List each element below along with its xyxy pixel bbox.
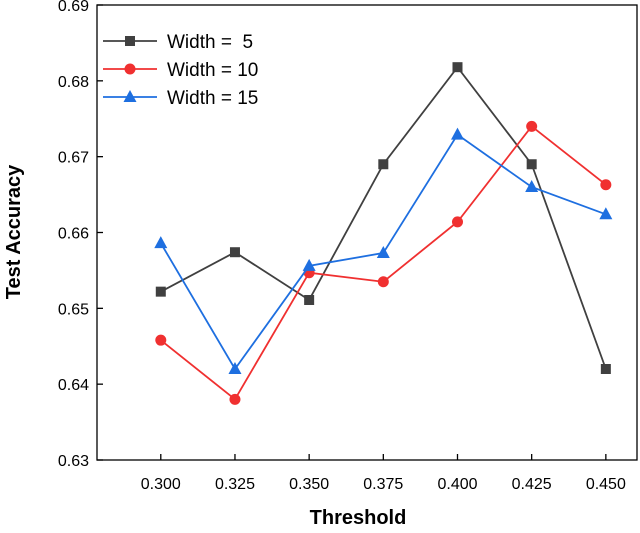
data-point: [376, 245, 390, 258]
data-point: [525, 180, 539, 192]
x-tick-label: 0.325: [215, 476, 255, 493]
data-point: [155, 286, 166, 297]
series-3: [154, 127, 613, 374]
y-tick-label: 0.68: [58, 74, 89, 91]
data-point: [229, 247, 240, 258]
data-point: [526, 120, 538, 132]
data-point: [155, 334, 167, 346]
data-point: [228, 362, 242, 374]
x-tick-label: 0.425: [512, 476, 552, 493]
y-tick-label: 0.69: [58, 0, 89, 15]
legend-label: Width = 10: [167, 60, 258, 81]
legend-label: Width = 5: [167, 32, 253, 53]
data-point: [526, 159, 537, 170]
legend-item: Width = 5: [103, 32, 253, 53]
legend-marker: [125, 36, 135, 46]
data-point: [452, 62, 463, 73]
y-tick-label: 0.67: [58, 150, 89, 167]
data-point: [451, 216, 463, 228]
y-axis-title: Test Accuracy: [3, 164, 25, 299]
x-axis-title: Threshold: [310, 507, 407, 528]
series-line: [160, 65, 607, 370]
data-point: [229, 393, 241, 405]
data-point: [154, 236, 168, 249]
legend-item: Width = 10: [103, 60, 258, 81]
series-1: [155, 62, 611, 374]
x-tick-label: 0.300: [141, 476, 181, 493]
y-tick-label: 0.63: [58, 453, 89, 470]
data-point: [302, 258, 316, 271]
y-tick-label: 0.66: [58, 226, 89, 243]
data-point: [377, 276, 389, 288]
y-tick-label: 0.65: [58, 301, 89, 318]
data-point: [600, 364, 611, 374]
data-point: [450, 127, 464, 140]
x-tick-label: 0.375: [363, 476, 403, 493]
y-tick-label: 0.64: [58, 377, 89, 394]
series-2: [155, 120, 612, 405]
data-point: [600, 179, 612, 191]
legend-label: Width = 15: [167, 88, 258, 109]
data-point: [378, 159, 389, 170]
legend-marker: [123, 90, 137, 102]
data-point: [599, 207, 613, 220]
x-tick-label: 0.400: [437, 476, 477, 493]
legend-item: Width = 15: [103, 88, 258, 109]
x-tick-label: 0.450: [586, 476, 626, 493]
legend-marker: [124, 63, 136, 75]
x-tick-label: 0.350: [289, 476, 329, 493]
data-point: [304, 294, 315, 305]
